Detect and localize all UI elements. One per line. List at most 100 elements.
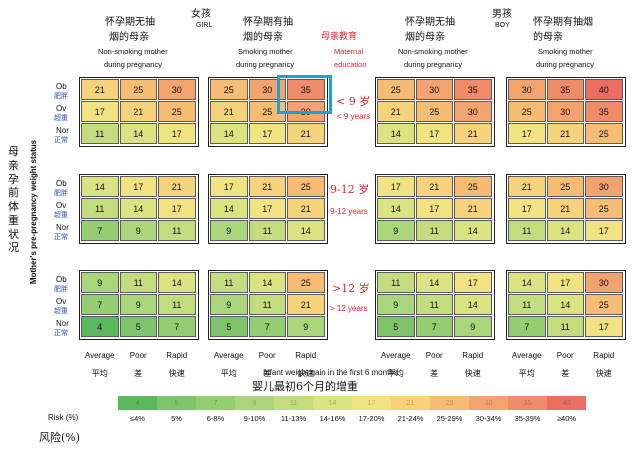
legend-range-label: ≥40%: [556, 414, 577, 423]
heatmap-cell: 17: [454, 272, 492, 293]
heatmap-cell: 14: [454, 294, 492, 315]
heatmap-cell: 11: [508, 294, 546, 315]
column-label: Average: [213, 351, 244, 360]
heatmap-cell: 11: [210, 272, 248, 293]
maternal-en-label-1: Maternal: [334, 47, 364, 56]
heatmap-cell: 21: [546, 123, 584, 144]
heatmap-cell: 7: [81, 220, 119, 241]
heatmap-cell: 11: [546, 316, 584, 337]
heatmap-cell: 17: [415, 123, 453, 144]
heatmap-cell: 11: [81, 123, 119, 144]
risk-label: Risk (%): [48, 413, 79, 422]
heatmap-cell: 30: [585, 176, 623, 197]
heatmap-cell: 14: [81, 176, 119, 197]
heatmap-cell: 5: [119, 316, 157, 337]
heatmap-cell: 11: [158, 220, 196, 241]
heatmap-cell: 17: [585, 220, 623, 241]
legend-range-label: 9-10%: [243, 414, 266, 423]
column-label: Poor: [129, 351, 147, 360]
heatmap-panel: 11 14 17 9 11 14 5 7 9: [375, 270, 495, 340]
heatmap-cell: 21: [377, 101, 415, 122]
heatmap-panel: 11 14 25 9 11 21 5 7 9: [208, 270, 328, 340]
heatmap-panel: 9 11 14 7 9 11 4 5 7: [79, 270, 199, 340]
legend-range-label: 6-8%: [206, 414, 225, 423]
row-label: Ob: [56, 275, 67, 284]
heatmap-cell: 30: [585, 272, 623, 293]
row-label: Ob: [56, 179, 67, 188]
legend-swatch: 11: [274, 396, 313, 410]
heatmap-cell: 17: [377, 176, 415, 197]
group-girl-nonsmoke-cn1: 怀孕期无抽: [105, 17, 155, 28]
heatmap-cell: 30: [508, 79, 546, 100]
group-boy-smoke-en1: Smoking mother: [538, 47, 593, 56]
row-label: Ov: [56, 297, 67, 306]
heatmap-cell: 25: [585, 198, 623, 219]
column-label-cn: 快速: [297, 369, 314, 378]
girl-cn-label: 女孩: [191, 9, 211, 20]
heatmap-cell: 11: [508, 220, 546, 241]
heatmap-cell: 30: [454, 101, 492, 122]
heatmap-cell: 40: [585, 79, 623, 100]
heatmap-cell: 14: [119, 123, 157, 144]
x-title-cn: 婴儿最初6个月的增重: [252, 380, 358, 393]
heatmap-cell: 5: [210, 316, 248, 337]
legend-swatch: 30: [469, 396, 508, 410]
column-label-cn: 平均: [220, 369, 237, 378]
heatmap-panel: 25 30 35 21 25 30 14 17 21: [375, 77, 495, 147]
heatmap-cell: 17: [158, 198, 196, 219]
heatmap-cell: 9: [210, 220, 248, 241]
column-label-cn: 差: [134, 369, 143, 378]
heatmap-cell: 9: [377, 220, 415, 241]
row-label-cn: 超重: [54, 307, 68, 315]
heatmap-cell: 14: [158, 272, 196, 293]
heatmap-panel: 14 17 30 11 14 25 7 11 17: [506, 270, 626, 340]
heatmap-cell: 11: [415, 220, 453, 241]
heatmap-cell: 17: [158, 123, 196, 144]
row-label-cn: 肥胖: [54, 92, 68, 100]
heatmap-cell: 11: [81, 198, 119, 219]
heatmap-cell: 21: [454, 198, 492, 219]
legend-swatch: 9: [235, 396, 274, 410]
column-label-cn: 快速: [595, 369, 612, 378]
heatmap-cell: 21: [546, 198, 584, 219]
heatmap-cell: 17: [81, 101, 119, 122]
heatmap-cell: 21: [158, 176, 196, 197]
heatmap-cell: 17: [210, 176, 248, 197]
group-boy-nonsmoke-cn2: 烟的母亲: [405, 32, 445, 43]
row-label-cn: 正常: [54, 233, 68, 241]
heatmap-cell: 21: [287, 198, 325, 219]
heatmap-cell: 17: [415, 198, 453, 219]
heatmap-cell: 21: [248, 176, 286, 197]
column-label-cn: 快速: [168, 369, 185, 378]
heatmap-cell: 25: [508, 101, 546, 122]
heatmap-cell: 25: [585, 123, 623, 144]
legend-range-label: 30-34%: [475, 414, 502, 423]
heatmap-cell: 14: [508, 272, 546, 293]
heatmap-cell: 14: [377, 123, 415, 144]
row-label: Ob: [56, 82, 67, 91]
heatmap-cell: 17: [585, 316, 623, 337]
legend-range-label: ≤4%: [130, 414, 145, 423]
age-band-1-en: < 9 years: [337, 112, 371, 121]
heatmap-cell: 25: [454, 176, 492, 197]
heatmap-cell: 25: [210, 79, 248, 100]
heatmap-cell: 21: [415, 176, 453, 197]
heatmap-cell: 9: [377, 294, 415, 315]
legend-range-label: 35-39%: [514, 414, 541, 423]
column-label-cn: 快速: [464, 369, 481, 378]
heatmap-cell: 14: [210, 198, 248, 219]
heatmap-cell: 35: [454, 79, 492, 100]
heatmap-cell: 35: [546, 79, 584, 100]
legend-swatch: 4: [118, 396, 157, 410]
column-label: Poor: [258, 351, 276, 360]
legend-swatch: 14: [313, 396, 352, 410]
heatmap-cell: 9: [119, 294, 157, 315]
heatmap-cell: 21: [81, 79, 119, 100]
group-girl-nonsmoke-en1: Non-smoking mother: [98, 47, 168, 56]
row-label: Nor: [56, 319, 69, 328]
legend-range-label: 11-13%: [280, 414, 307, 423]
heatmap-panel: 17 21 25 14 17 21 9 11 14: [375, 174, 495, 244]
highlight-box: [277, 75, 332, 114]
heatmap-cell: 9: [454, 316, 492, 337]
age-band-2-cn: 9-12 岁: [330, 183, 370, 196]
